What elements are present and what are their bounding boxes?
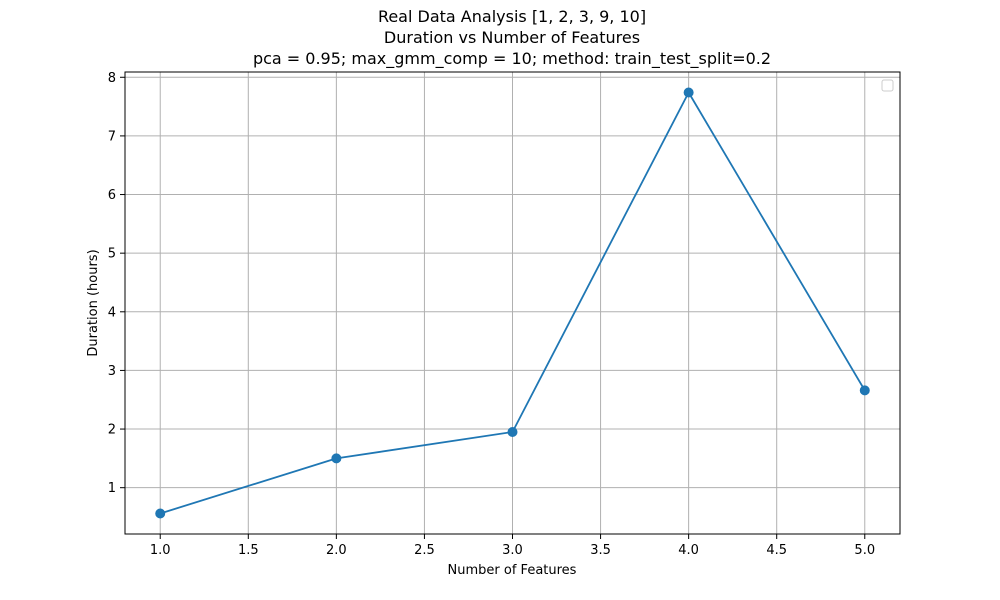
data-point [859,385,870,396]
x-tick-label: 3.0 [502,543,523,558]
y-axis-ticks: 1 2 3 4 5 6 7 8 [108,71,125,496]
y-tick-label: 6 [108,188,116,203]
chart-title-line-1: Real Data Analysis [1, 2, 3, 9, 10] [378,7,646,26]
y-axis-label: Duration (hours) [86,249,101,356]
x-tick-label: 3.5 [590,543,611,558]
y-tick-label: 1 [108,481,116,496]
y-tick-label: 7 [108,129,116,144]
y-tick-label: 8 [108,71,116,86]
plot-frame [124,71,901,535]
data-point [683,87,694,98]
y-tick-label: 5 [108,247,116,262]
chart-title-line-2: Duration vs Number of Features [384,28,640,47]
y-tick-label: 3 [108,364,116,379]
x-tick-label: 1.0 [150,543,171,558]
x-tick-label: 4.5 [766,543,787,558]
x-axis-label: Number of Features [448,563,577,578]
series [155,87,870,519]
legend-box [881,79,894,92]
y-tick-label: 4 [108,305,116,320]
x-tick-label: 1.5 [238,543,259,558]
chart-title: Real Data Analysis [1, 2, 3, 9, 10] Dura… [253,7,771,69]
data-point [507,426,518,437]
x-tick-label: 5.0 [854,543,875,558]
x-tick-label: 2.5 [414,543,435,558]
data-point [155,508,166,519]
legend [881,79,894,92]
x-tick-label: 4.0 [678,543,699,558]
x-axis-ticks: 1.0 1.5 2.0 2.5 3.0 3.5 4.0 4.5 5.0 [150,534,875,558]
x-tick-label: 2.0 [326,543,347,558]
y-tick-label: 2 [108,423,116,438]
chart-title-line-3: pca = 0.95; max_gmm_comp = 10; method: t… [253,49,771,69]
grid [125,72,900,534]
data-point [331,453,342,464]
